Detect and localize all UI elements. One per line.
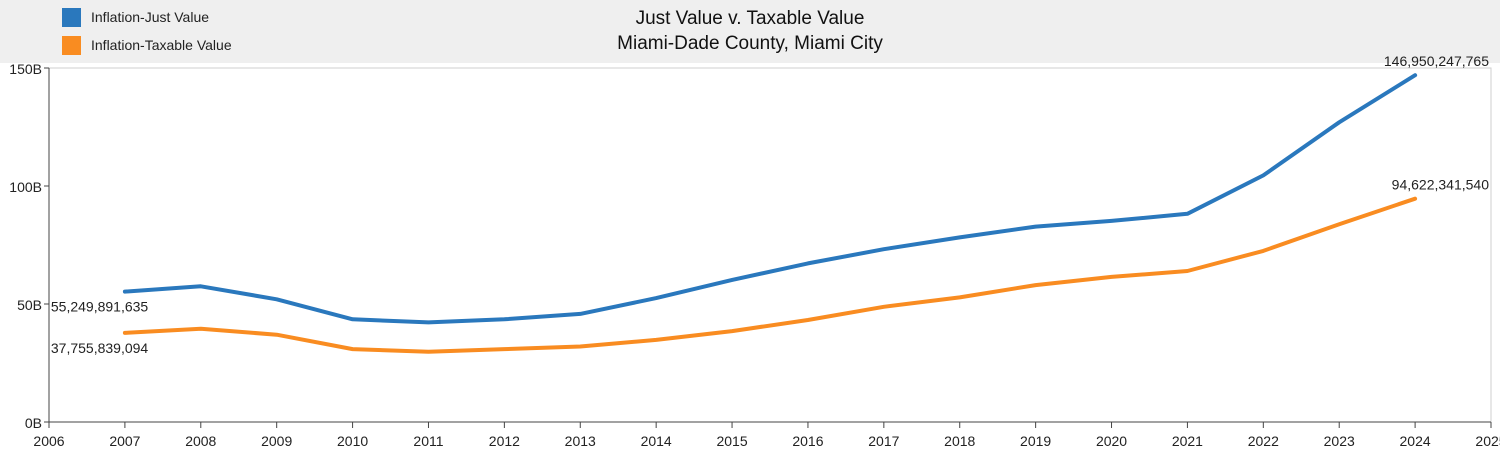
chart-header: Inflation-Just Value Inflation-Taxable V… bbox=[0, 0, 1500, 63]
legend-item-taxable-value[interactable]: Inflation-Taxable Value bbox=[62, 35, 232, 55]
y-tick-label: 150B bbox=[9, 61, 42, 77]
y-tick-label: 50B bbox=[17, 297, 42, 313]
x-tick-label: 2013 bbox=[565, 433, 596, 449]
plot-area bbox=[48, 67, 1492, 423]
data-label: 146,950,247,765 bbox=[1384, 53, 1489, 69]
data-label: 94,622,341,540 bbox=[1392, 177, 1490, 193]
data-label: 55,249,891,635 bbox=[51, 299, 149, 315]
x-tick-label: 2021 bbox=[1172, 433, 1203, 449]
series-line-taxable-value bbox=[122, 196, 1418, 354]
y-tick-label: 0B bbox=[25, 415, 42, 431]
legend-item-just-value[interactable]: Inflation-Just Value bbox=[62, 7, 209, 27]
x-tick-label: 2007 bbox=[109, 433, 140, 449]
y-tick-label: 100B bbox=[9, 179, 42, 195]
series-line-just-value bbox=[122, 73, 1418, 325]
x-tick-label: 2015 bbox=[716, 433, 747, 449]
legend-label-taxable-value: Inflation-Taxable Value bbox=[91, 37, 232, 53]
x-tick-label: 2014 bbox=[641, 433, 672, 449]
x-tick-label: 2009 bbox=[261, 433, 292, 449]
x-tick-label: 2011 bbox=[413, 433, 443, 449]
x-tick-label: 2016 bbox=[792, 433, 823, 449]
legend-swatch-just-value bbox=[62, 7, 81, 27]
x-tick-label: 2008 bbox=[185, 433, 216, 449]
x-tick-label: 2018 bbox=[944, 433, 975, 449]
x-tick-label: 2012 bbox=[489, 433, 520, 449]
x-tick-label: 2022 bbox=[1248, 433, 1279, 449]
legend-swatch-taxable-value bbox=[62, 35, 81, 55]
x-tick-label: 2010 bbox=[337, 433, 368, 449]
x-tick-label: 2020 bbox=[1096, 433, 1127, 449]
x-tick-label: 2017 bbox=[868, 433, 899, 449]
x-tick-label: 2019 bbox=[1020, 433, 1051, 449]
chart-subtitle: Miami-Dade County, Miami City bbox=[617, 33, 883, 54]
chart-title-block: Just Value v. Taxable Value Miami-Dade C… bbox=[450, 6, 1050, 56]
x-tick-label: 2006 bbox=[33, 433, 64, 449]
x-tick-label: 2023 bbox=[1324, 433, 1355, 449]
legend-label-just-value: Inflation-Just Value bbox=[91, 9, 210, 25]
x-tick-label: 2024 bbox=[1400, 433, 1431, 449]
chart-title: Just Value v. Taxable Value bbox=[635, 8, 865, 29]
data-label: 37,755,839,094 bbox=[51, 340, 149, 356]
